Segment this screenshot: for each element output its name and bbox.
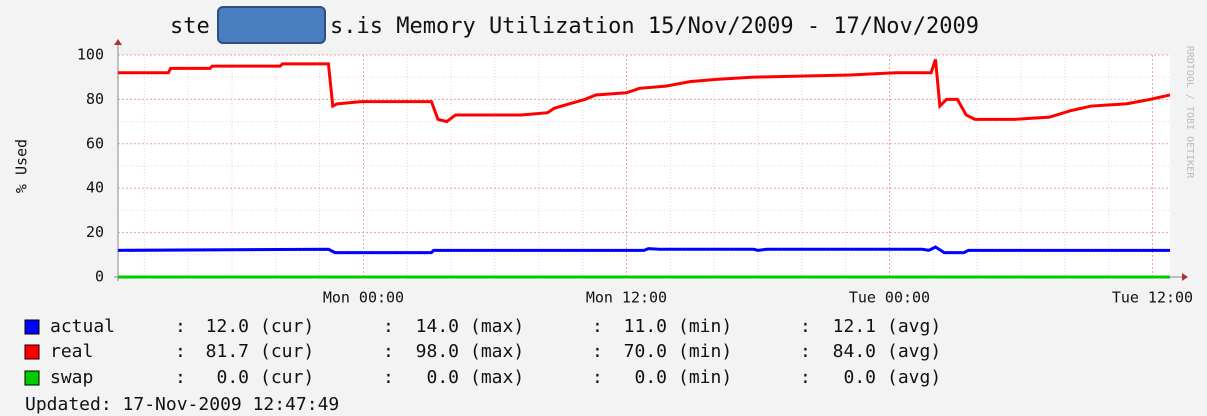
legend-swatch xyxy=(24,344,40,360)
chart-title: ste xyxy=(170,14,210,39)
separator: : xyxy=(592,316,603,337)
y-tick-label: 20 xyxy=(86,223,104,241)
stat-name: (avg) xyxy=(887,341,941,362)
stat-value: 81.7 xyxy=(206,341,249,362)
y-tick-label: 40 xyxy=(86,179,104,197)
legend-label: real xyxy=(50,341,93,362)
separator: : xyxy=(383,341,394,362)
stat-value: 11.0 xyxy=(624,316,667,337)
updated: Updated: 17-Nov-2009 12:47:49 xyxy=(25,394,339,415)
y-tick-label: 0 xyxy=(95,268,104,286)
separator: : xyxy=(800,341,811,362)
separator: : xyxy=(175,316,186,337)
axis-arrow xyxy=(114,39,122,45)
separator: : xyxy=(175,341,186,362)
x-tick-label: Mon 12:00 xyxy=(586,289,667,307)
separator: : xyxy=(592,367,603,388)
series-line xyxy=(118,58,1171,124)
stat-name: (cur) xyxy=(260,341,314,362)
separator: : xyxy=(800,316,811,337)
x-tick-label: Mon 00:00 xyxy=(323,289,404,307)
legend-swatch xyxy=(24,370,40,386)
chart-title: s.is Memory Utilization 15/Nov/2009 - 17… xyxy=(330,14,979,39)
separator: : xyxy=(592,341,603,362)
y-tick-label: 80 xyxy=(86,90,104,108)
stat-name: (min) xyxy=(678,316,732,337)
stat-name: (max) xyxy=(470,341,524,362)
stat-name: (max) xyxy=(470,367,524,388)
separator: : xyxy=(383,367,394,388)
stat-value: 14.0 xyxy=(416,316,459,337)
x-tick-label: Tue 12:00 xyxy=(1112,289,1193,307)
stat-value: 0.0 xyxy=(843,367,876,388)
stat-value: 12.1 xyxy=(833,316,876,337)
stat-value: 0.0 xyxy=(426,367,459,388)
stat-value: 84.0 xyxy=(833,341,876,362)
x-tick-label: Tue 00:00 xyxy=(849,289,930,307)
stat-name: (max) xyxy=(470,316,524,337)
stat-name: (avg) xyxy=(887,316,941,337)
y-tick-label: 100 xyxy=(77,46,104,64)
axis-arrow xyxy=(1182,273,1188,281)
stat-value: 12.0 xyxy=(206,316,249,337)
series-line xyxy=(117,245,1170,255)
separator: : xyxy=(800,367,811,388)
stat-value: 0.0 xyxy=(634,367,667,388)
y-tick-label: 60 xyxy=(86,134,104,152)
legend-label: swap xyxy=(50,367,93,388)
legend-label: actual xyxy=(50,316,115,337)
stat-value: 0.0 xyxy=(216,367,249,388)
redaction xyxy=(217,6,326,44)
stat-name: (min) xyxy=(678,341,732,362)
separator: : xyxy=(175,367,186,388)
stat-value: 98.0 xyxy=(416,341,459,362)
separator: : xyxy=(383,316,394,337)
stat-name: (avg) xyxy=(887,367,941,388)
stat-name: (cur) xyxy=(260,316,314,337)
stat-name: (min) xyxy=(678,367,732,388)
y-axis-label: % Used xyxy=(13,139,31,193)
stat-value: 70.0 xyxy=(624,341,667,362)
side-note: RRDTOOL / TOBI OETIKER xyxy=(1184,46,1195,179)
stat-name: (cur) xyxy=(260,367,314,388)
legend-swatch xyxy=(24,319,40,335)
